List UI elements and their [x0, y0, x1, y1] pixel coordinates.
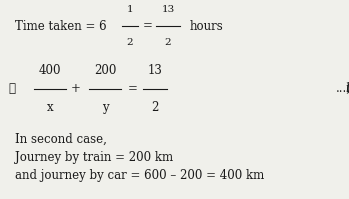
Text: and journey by car = 600 – 200 = 400 km: and journey by car = 600 – 200 = 400 km — [15, 169, 264, 181]
Text: 200: 200 — [94, 64, 116, 77]
Text: hours: hours — [190, 20, 224, 32]
Text: 13: 13 — [148, 64, 162, 77]
Text: 13: 13 — [161, 5, 174, 14]
Text: 400: 400 — [39, 64, 61, 77]
Text: x: x — [47, 101, 53, 114]
Text: y: y — [102, 101, 108, 114]
Text: ∴: ∴ — [8, 83, 15, 96]
Text: ...(: ...( — [336, 83, 349, 96]
Text: In second case,: In second case, — [15, 133, 107, 145]
Text: Journey by train = 200 km: Journey by train = 200 km — [15, 150, 173, 164]
Text: 2: 2 — [165, 38, 171, 47]
Text: =: = — [128, 83, 138, 96]
Text: Time taken = 6: Time taken = 6 — [15, 20, 107, 32]
Text: ): ) — [345, 83, 349, 96]
Text: +: + — [71, 83, 81, 96]
Text: 2: 2 — [127, 38, 133, 47]
Text: 2: 2 — [151, 101, 159, 114]
Text: i: i — [345, 83, 349, 96]
Text: =: = — [143, 20, 153, 32]
Text: 1: 1 — [127, 5, 133, 14]
